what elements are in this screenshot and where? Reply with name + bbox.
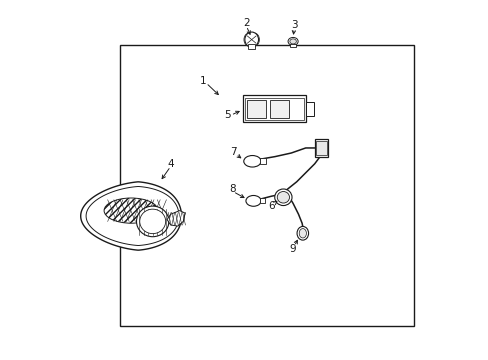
Text: 4: 4 — [167, 159, 174, 169]
Bar — [120, 45, 413, 326]
Ellipse shape — [245, 195, 261, 206]
Bar — [305, 102, 313, 116]
Ellipse shape — [296, 226, 308, 240]
Text: 9: 9 — [288, 244, 295, 254]
Ellipse shape — [287, 37, 298, 45]
Text: 3: 3 — [291, 20, 298, 30]
Ellipse shape — [244, 33, 254, 46]
Polygon shape — [81, 182, 181, 250]
Text: 2: 2 — [243, 18, 249, 28]
Bar — [246, 100, 265, 118]
Text: 8: 8 — [229, 184, 236, 194]
Ellipse shape — [277, 192, 289, 203]
Ellipse shape — [249, 33, 259, 46]
Ellipse shape — [246, 33, 256, 46]
Bar — [244, 98, 303, 120]
Text: 1: 1 — [200, 76, 206, 86]
Text: 7: 7 — [229, 147, 236, 157]
Bar — [269, 100, 288, 118]
Ellipse shape — [299, 229, 306, 238]
Ellipse shape — [244, 156, 261, 167]
Ellipse shape — [274, 189, 291, 206]
Polygon shape — [167, 211, 185, 226]
Polygon shape — [86, 186, 179, 246]
Bar — [314, 139, 328, 157]
Ellipse shape — [136, 206, 168, 237]
Ellipse shape — [289, 39, 296, 44]
Bar — [242, 95, 305, 122]
Bar — [260, 158, 265, 164]
Bar — [316, 141, 326, 155]
Text: 5: 5 — [224, 110, 230, 120]
Ellipse shape — [244, 32, 258, 47]
Bar — [289, 44, 295, 47]
Bar — [248, 44, 254, 49]
Text: 6: 6 — [267, 201, 274, 211]
Ellipse shape — [140, 209, 165, 234]
Ellipse shape — [104, 198, 158, 223]
Bar — [260, 198, 265, 203]
